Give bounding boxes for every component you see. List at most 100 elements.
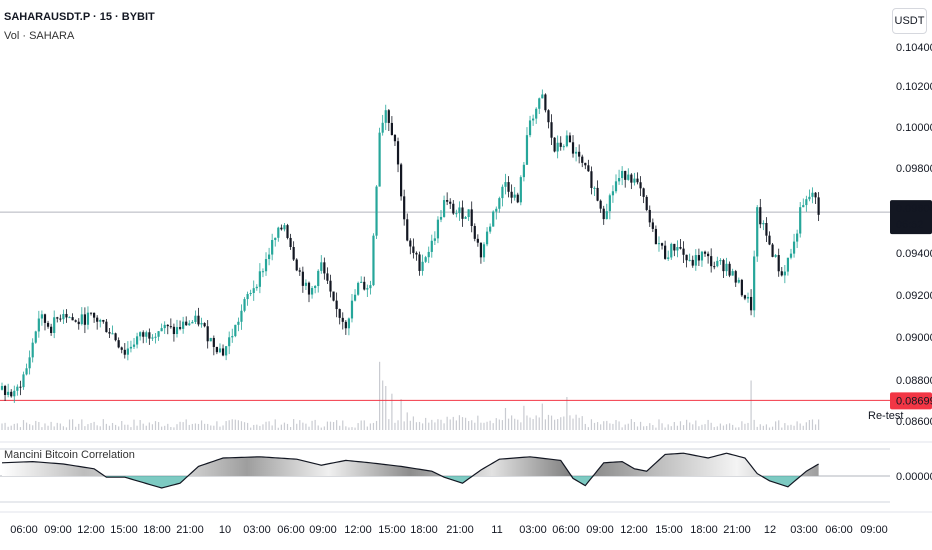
volume-bar [728, 423, 731, 430]
volume-bar [22, 420, 25, 430]
candle-body [611, 191, 615, 196]
candle-body [722, 260, 725, 272]
candle-body [436, 219, 440, 239]
candle-body [409, 240, 412, 247]
price-axis[interactable]: 0.08600 0.08800 0.09000 0.09200 0.09400 0.098… [896, 42, 932, 428]
volume-bar [68, 419, 71, 430]
candle-body [538, 98, 541, 109]
price-tick-5: 0.09800 [896, 163, 932, 175]
candle-body [614, 181, 618, 192]
volume-bar [661, 423, 663, 430]
volume-bar [78, 423, 80, 430]
candle-body [608, 195, 611, 212]
candle-body [605, 211, 608, 220]
volume-bar [538, 417, 540, 430]
volume-bar [139, 420, 141, 430]
last-price-text: 0.09604 [896, 203, 932, 215]
candle-body [132, 344, 136, 347]
time-tick-4: 18:00 [143, 524, 171, 536]
symbol-title[interactable]: SAHARAUSDT.P · 15 · BYBIT [4, 11, 155, 23]
candle-body [289, 237, 292, 248]
volume-bar [56, 422, 58, 430]
volume-bar [673, 422, 675, 430]
volume-bar [612, 423, 614, 430]
candle-body [31, 342, 34, 358]
volume-bar [808, 419, 811, 430]
candle-body [16, 386, 19, 391]
candle-body [166, 324, 169, 327]
time-tick-25: 09:00 [860, 524, 888, 536]
volume-bar [250, 427, 252, 430]
time-tick-24: 06:00 [825, 524, 853, 536]
candle-body [571, 142, 575, 154]
volume-bar [787, 425, 789, 430]
currency-button[interactable]: USDT [892, 8, 927, 34]
volume-bar [759, 424, 761, 430]
candle-body [710, 256, 713, 267]
volume-bar [732, 424, 734, 430]
volume-bar [403, 421, 405, 430]
volume-bar [38, 422, 40, 430]
candle-body [535, 108, 538, 119]
candle-body [556, 142, 559, 152]
volume-bar [621, 427, 623, 430]
volume-bar [557, 419, 559, 430]
volume-bar [768, 427, 771, 430]
volume-bar [348, 427, 350, 430]
candle-body [547, 110, 550, 123]
volume-bar [182, 422, 184, 430]
volume-bar [698, 426, 700, 430]
volume-bar [750, 380, 752, 430]
volume-bar [191, 423, 193, 430]
volume-bar [563, 416, 565, 430]
candle-body [492, 211, 495, 227]
candle-body [792, 241, 796, 254]
time-tick-16: 06:00 [552, 524, 580, 536]
volume-bar [72, 419, 74, 430]
time-axis[interactable]: 06:00 09:00 12:00 15:00 18:00 21:00 10 03:00 06:… [10, 524, 888, 536]
candle-body [68, 317, 71, 319]
time-tick-23: 03:00 [790, 524, 818, 536]
candle-body [498, 198, 501, 209]
candle-body [688, 259, 691, 261]
candle-body [584, 162, 587, 166]
candle-body [599, 200, 602, 209]
volume-bar [130, 427, 132, 430]
volume-bar [363, 420, 365, 430]
volume-bar [102, 419, 104, 430]
candle-body [716, 260, 719, 267]
volume-bar [342, 420, 344, 430]
candle-body [357, 282, 360, 295]
candle-body [185, 321, 188, 326]
volume-bar [630, 419, 632, 430]
candle-body [10, 391, 13, 397]
volume-bar [483, 422, 485, 430]
volume-bar [99, 426, 101, 430]
candle-body [467, 209, 470, 218]
candle-body [252, 288, 255, 293]
candle-body [332, 291, 335, 301]
candle-body [700, 251, 704, 261]
candle-body [240, 310, 243, 322]
candle-body [636, 178, 639, 183]
volume-bar [762, 425, 764, 430]
volume-bar [4, 422, 6, 430]
volume-bar [498, 419, 500, 430]
volume-legend[interactable]: Vol · SAHARA [4, 30, 75, 42]
volume-bar [339, 425, 341, 430]
volume-bar [253, 424, 255, 430]
candle-body [40, 314, 44, 319]
time-tick-22: 12 [764, 524, 776, 536]
candle-body [341, 317, 344, 322]
indicator-title[interactable]: Mancini Bitcoin Correlation [4, 449, 135, 461]
time-tick-14: 11 [491, 524, 502, 536]
price-tick-2: 0.09000 [896, 332, 932, 344]
volume-bar [517, 419, 519, 430]
volume-bar [372, 422, 375, 430]
indicator-zero-tick: 0.00000 [896, 471, 932, 483]
candle-body [261, 271, 265, 273]
volume-bar [167, 423, 169, 430]
candle-body [335, 300, 338, 310]
candle-body [802, 205, 805, 208]
